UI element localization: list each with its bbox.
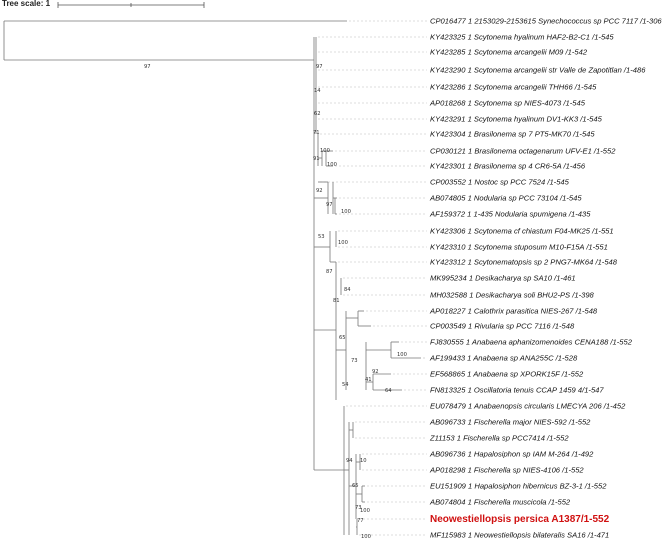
bootstrap-value: 100 [361, 534, 371, 540]
leaf-label: KY423290 1 Scytonema arcangelii str Vall… [430, 66, 646, 75]
leaf-label: KY423312 1 Scytonematopsis sp 2 PNG7-MK6… [430, 258, 618, 267]
leaf-label: AB096736 1 Hapalosiphon sp IAM M-264 /1-… [429, 450, 594, 459]
leaf-label: KY423310 1 Scytonema stuposum M10-F15A /… [430, 243, 608, 252]
highlighted-leaf-label: Neowestiellopsis persica A1387/1-552 [430, 514, 610, 525]
leaf-label: KY423306 1 Scytonema cf chiastum F04-MK2… [430, 227, 614, 236]
leaf-label: FJ830555 1 Anabaena aphanizomenoides CEN… [430, 338, 633, 347]
leaf-label: CP030121 1 Brasilonema octagenarum UFV-E… [430, 147, 616, 156]
bootstrap-value: 65 [352, 483, 359, 489]
bootstrap-value: 94 [346, 458, 353, 464]
leaf-label: MH032588 1 Desikacharya soli BHU2-PS /1-… [430, 291, 595, 300]
bootstrap-value: 100 [397, 352, 407, 358]
bootstrap-value: 97 [326, 202, 333, 208]
bootstrap-value: 100 [338, 240, 348, 246]
leaf-label: AF199433 1 Anabaena sp ANA255C /1-528 [429, 354, 578, 363]
bootstrap-value: 81 [333, 298, 340, 304]
leaf-label: AP018268 1 Scytonema sp NIES-4073 /1-545 [429, 99, 586, 108]
bootstrap-value: 100 [341, 209, 351, 215]
bootstrap-value: 97 [144, 64, 151, 70]
bootstrap-value: 92 [316, 188, 323, 194]
leaf-label: KY423301 1 Brasilonema sp 4 CR6-5A /1-45… [430, 162, 586, 171]
bootstrap-value: 71 [313, 130, 320, 136]
bootstrap-value: 54 [342, 382, 349, 388]
bootstrap-value: 10 [360, 458, 367, 464]
leaf-label: MF115983 1 Neowestiellopsis bilateralis … [430, 531, 609, 540]
leaf-label: AB074805 1 Nodularia sp PCC 73104 /1-545 [429, 194, 582, 203]
bootstrap-value: 65 [339, 335, 346, 341]
leaf-label: Z11153 1 Fischerella sp PCC7414 /1-552 [429, 434, 569, 443]
leaf-label: EU151909 1 Hapalosiphon hibernicus BZ-3-… [430, 482, 607, 491]
leaf-label: FN813325 1 Oscillatoria tenuis CCAP 1459… [430, 386, 604, 395]
bootstrap-value: 84 [344, 287, 351, 293]
leaf-label: AF159372 1 1-435 Nodularia spumigena /1-… [429, 210, 591, 219]
leaf-label: AB074804 1 Fischerella muscicola /1-552 [429, 498, 571, 507]
leaf-label: KY423286 1 Scytonema arcangelii THH66 /1… [430, 83, 597, 92]
bootstrap-value: 100 [327, 162, 337, 168]
leaf-label: CP003552 1 Nostoc sp PCC 7524 /1-545 [430, 178, 570, 187]
leaf-label: KY423304 1 Brasilonema sp 7 PT5-MK70 /1-… [430, 130, 595, 139]
bootstrap-value: 91 [313, 156, 320, 162]
bootstrap-value: 53 [318, 234, 325, 240]
bootstrap-value: 97 [316, 64, 323, 70]
leaf-label: EF568865 1 Anabaena sp XPORK15F /1-552 [430, 370, 584, 379]
bootstrap-value: 100 [320, 148, 330, 154]
bootstrap-value: 73 [351, 358, 358, 364]
bootstrap-value: 62 [314, 111, 321, 117]
leaf-label: AB096733 1 Fischerella major NIES-592 /1… [429, 418, 591, 427]
bootstrap-value: 92 [372, 369, 379, 375]
leaf-label: CP003549 1 Rivularia sp PCC 7116 /1-548 [430, 322, 575, 331]
tree-scale-label: Tree scale: 1 [2, 0, 51, 8]
bootstrap-value: 73 [355, 505, 362, 511]
bootstrap-value: 64 [385, 388, 392, 394]
bootstrap-value: 100 [360, 508, 370, 514]
leaf-label: AP018227 1 Calothrix parasitica NIES-267… [429, 307, 598, 316]
bootstrap-value: 87 [326, 269, 333, 275]
bootstrap-value: 14 [314, 88, 321, 94]
leaf-label: KY423325 1 Scytonema hyalinum HAF2-B2-C1… [430, 33, 614, 42]
bootstrap-value: 41 [365, 377, 372, 383]
leaf-label: EU078479 1 Anabaenopsis circularis LMECY… [430, 402, 626, 411]
bootstrap-value: 77 [357, 518, 364, 524]
leaf-label: MK995234 1 Desikacharya sp SA10 /1-461 [430, 274, 576, 283]
leaf-label: CP016477 1 2153029-2153615 Synechococcus… [430, 17, 662, 26]
leaf-label: KY423291 1 Scytonema hyalinum DV1-KK3 /1… [430, 115, 603, 124]
leaf-label: KY423285 1 Scytonema arcangelii M09 /1-5… [430, 48, 588, 57]
leaf-label: AP018298 1 Fischerella sp NIES-4106 /1-5… [429, 466, 584, 475]
